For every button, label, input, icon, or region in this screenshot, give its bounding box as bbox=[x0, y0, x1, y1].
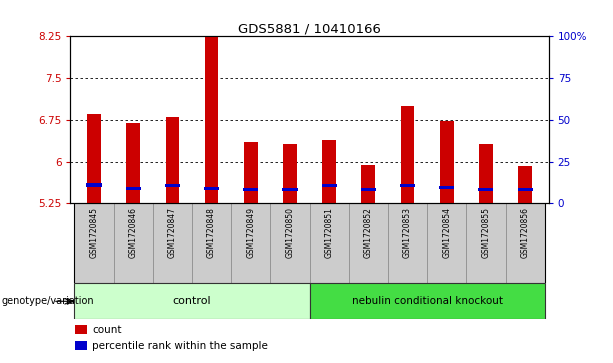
Bar bbox=[204, 187, 219, 190]
Bar bbox=[283, 188, 297, 191]
Bar bbox=[74, 203, 113, 283]
Text: GSM1720848: GSM1720848 bbox=[207, 207, 216, 258]
Text: GSM1720856: GSM1720856 bbox=[520, 207, 530, 258]
Text: GSM1720854: GSM1720854 bbox=[442, 207, 451, 258]
Text: GSM1720853: GSM1720853 bbox=[403, 207, 412, 258]
Title: GDS5881 / 10410166: GDS5881 / 10410166 bbox=[238, 22, 381, 35]
Bar bbox=[362, 166, 375, 203]
Bar bbox=[401, 106, 414, 203]
Bar bbox=[75, 325, 87, 334]
Text: nebulin conditional knockout: nebulin conditional knockout bbox=[352, 296, 503, 306]
Bar bbox=[87, 114, 101, 203]
Bar bbox=[283, 144, 297, 203]
Bar bbox=[310, 203, 349, 283]
Bar bbox=[310, 283, 545, 319]
Bar bbox=[113, 203, 153, 283]
Bar bbox=[361, 188, 376, 191]
Bar bbox=[192, 203, 231, 283]
Text: GSM1720850: GSM1720850 bbox=[286, 207, 294, 258]
Text: percentile rank within the sample: percentile rank within the sample bbox=[92, 341, 268, 351]
Bar bbox=[400, 184, 415, 187]
Bar bbox=[165, 184, 180, 187]
Bar bbox=[270, 203, 310, 283]
Bar bbox=[126, 187, 141, 190]
Bar bbox=[517, 188, 533, 191]
Text: GSM1720845: GSM1720845 bbox=[89, 207, 99, 258]
Bar bbox=[244, 142, 257, 203]
Bar bbox=[440, 122, 454, 203]
Text: GSM1720849: GSM1720849 bbox=[246, 207, 255, 258]
Text: GSM1720847: GSM1720847 bbox=[168, 207, 177, 258]
Bar bbox=[506, 203, 545, 283]
Text: GSM1720846: GSM1720846 bbox=[129, 207, 138, 258]
Bar bbox=[322, 140, 336, 203]
Bar bbox=[153, 203, 192, 283]
Bar bbox=[166, 117, 179, 203]
Text: GSM1720852: GSM1720852 bbox=[364, 207, 373, 258]
Bar bbox=[479, 144, 493, 203]
Bar bbox=[243, 188, 258, 191]
Bar bbox=[466, 203, 506, 283]
Bar bbox=[205, 31, 218, 203]
Bar bbox=[86, 183, 102, 187]
Text: GSM1720851: GSM1720851 bbox=[325, 207, 333, 258]
Text: control: control bbox=[173, 296, 211, 306]
Bar bbox=[439, 186, 454, 189]
Bar bbox=[322, 184, 337, 187]
Bar bbox=[478, 188, 493, 191]
Bar bbox=[75, 341, 87, 350]
Bar bbox=[518, 166, 532, 203]
Text: GSM1720855: GSM1720855 bbox=[481, 207, 490, 258]
Bar bbox=[388, 203, 427, 283]
Bar bbox=[126, 123, 140, 203]
Text: count: count bbox=[92, 325, 121, 335]
Bar bbox=[427, 203, 466, 283]
Text: genotype/variation: genotype/variation bbox=[1, 296, 94, 306]
Bar bbox=[74, 283, 310, 319]
Bar bbox=[231, 203, 270, 283]
Bar bbox=[349, 203, 388, 283]
